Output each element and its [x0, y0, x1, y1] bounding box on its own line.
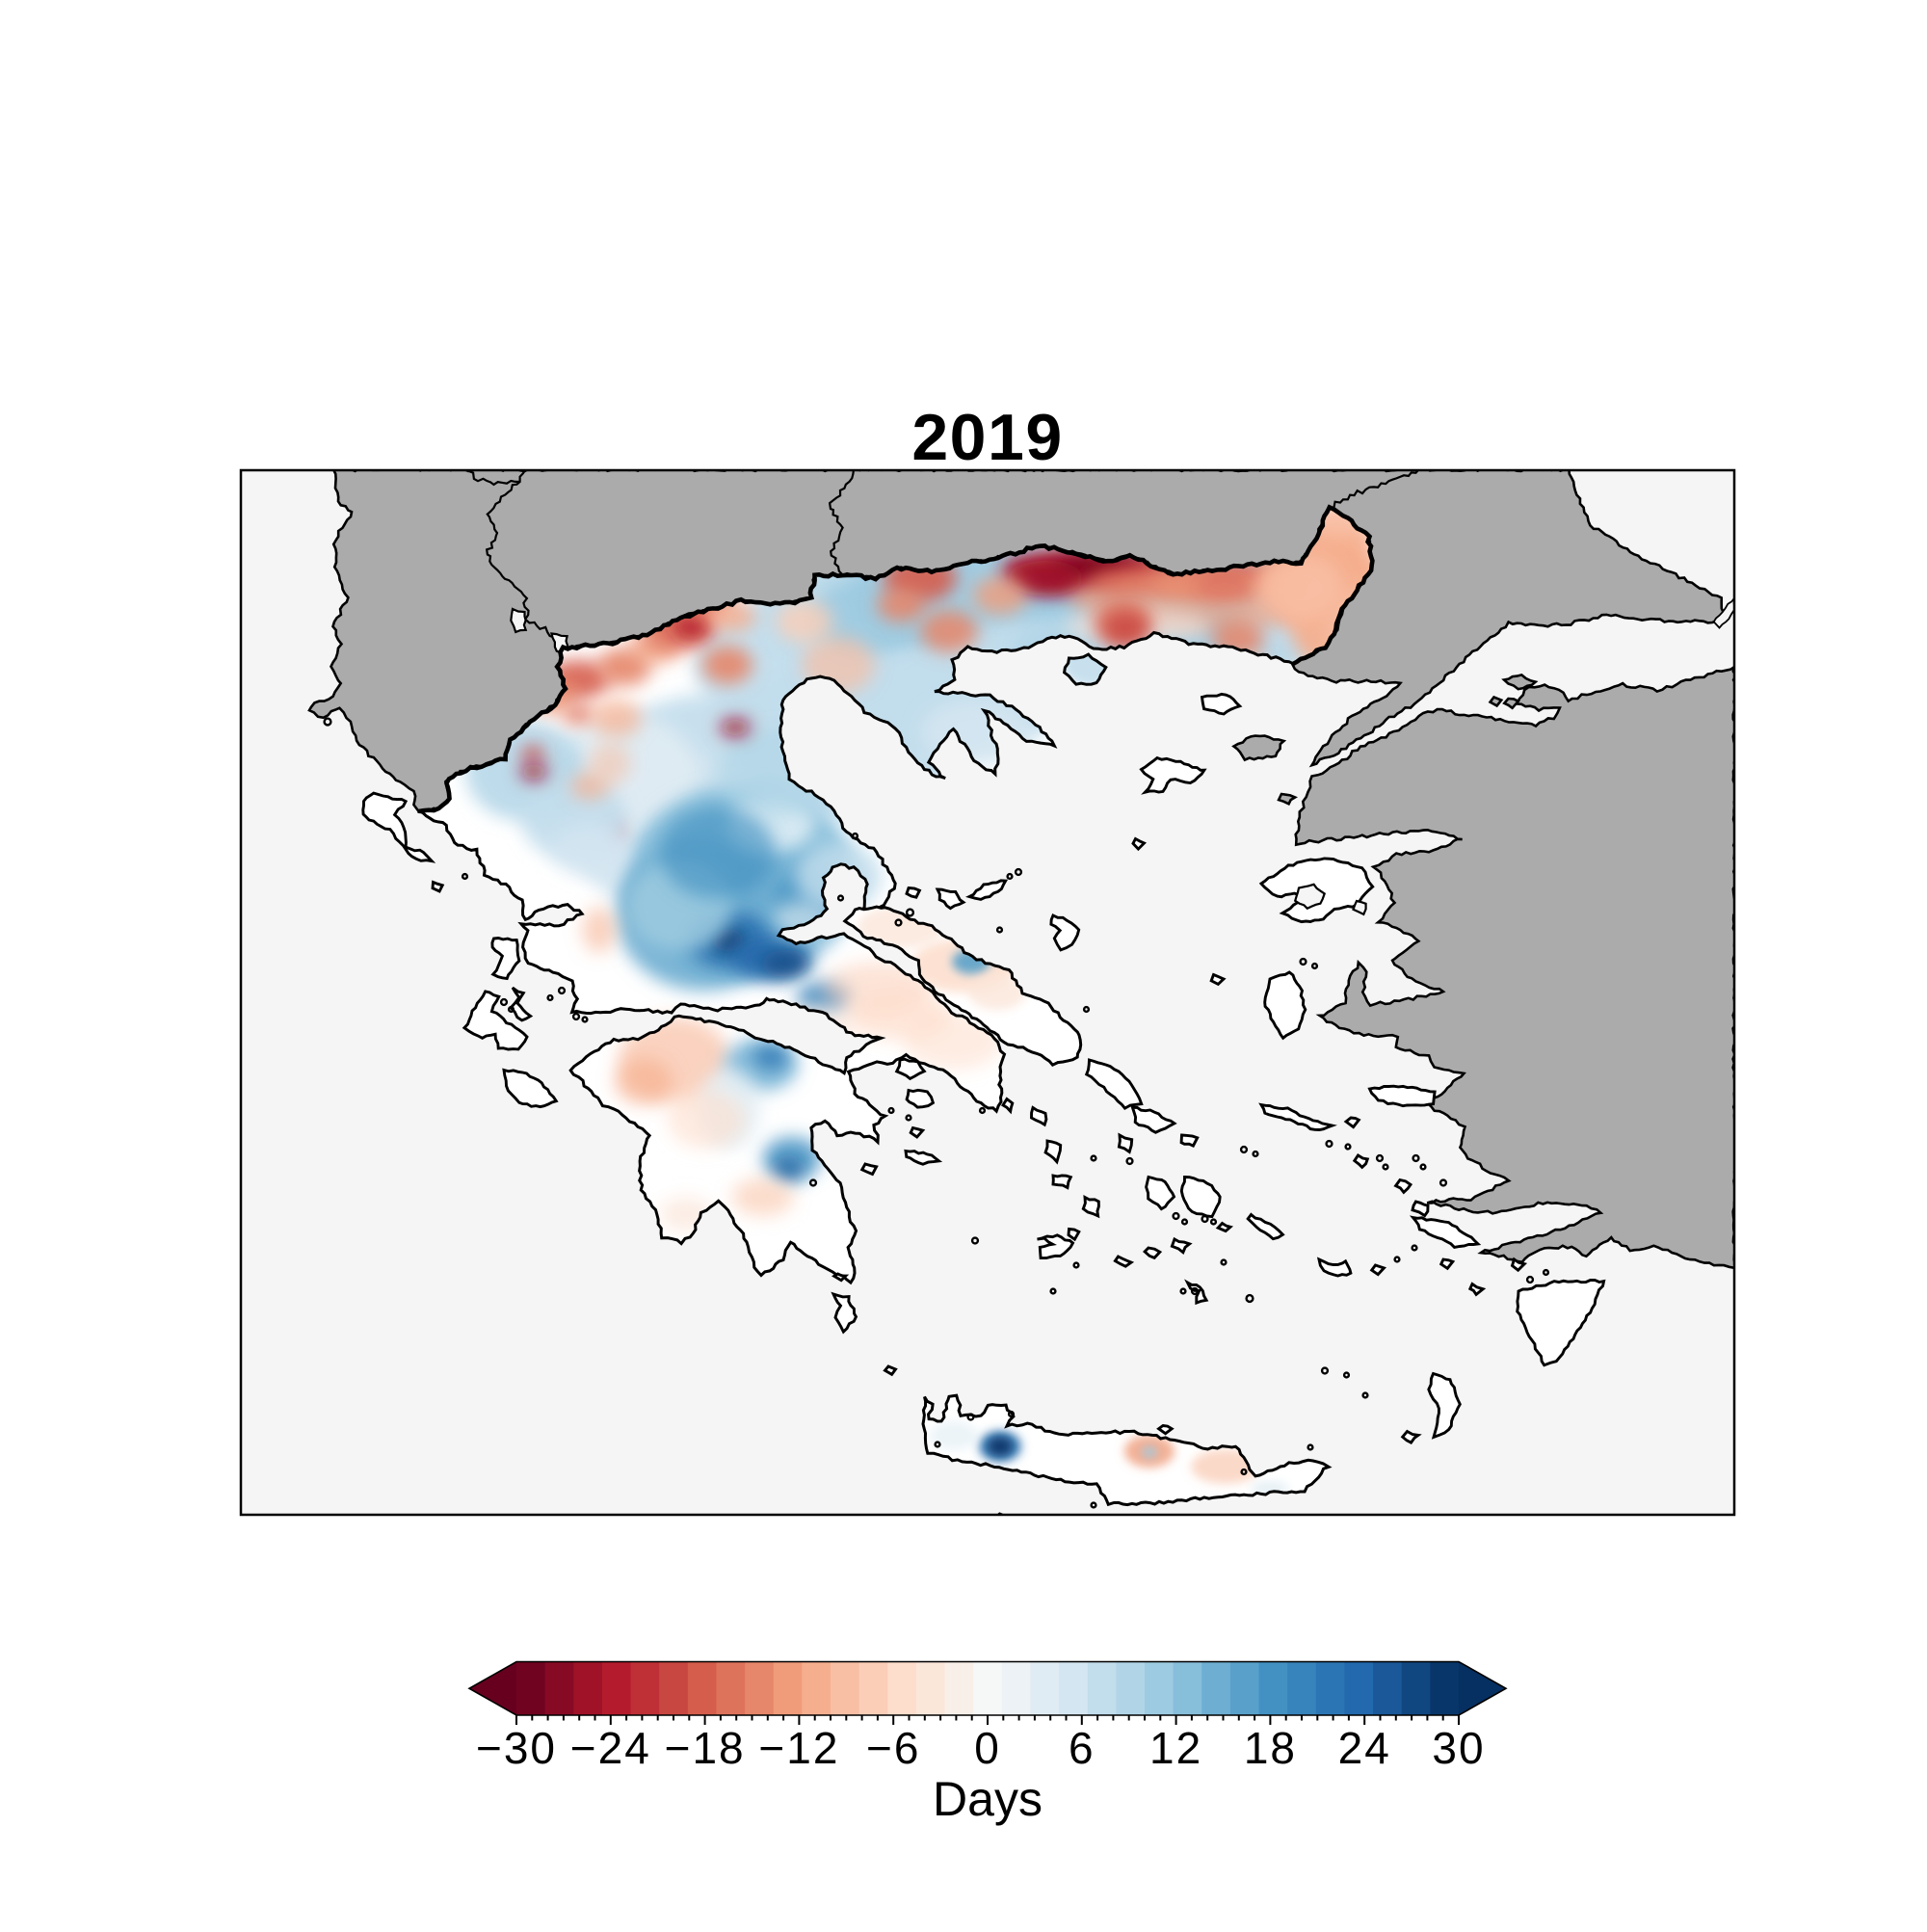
- svg-text:30: 30: [1432, 1723, 1485, 1773]
- svg-text:6: 6: [1069, 1723, 1095, 1773]
- svg-text:24: 24: [1338, 1723, 1391, 1773]
- svg-text:0: 0: [974, 1723, 1001, 1773]
- svg-text:−12: −12: [758, 1723, 839, 1773]
- svg-text:−6: −6: [866, 1723, 920, 1773]
- svg-text:18: 18: [1244, 1723, 1297, 1773]
- svg-text:Days: Days: [933, 1772, 1043, 1826]
- svg-text:−30: −30: [476, 1723, 557, 1773]
- svg-text:2019: 2019: [911, 401, 1063, 474]
- svg-text:12: 12: [1149, 1723, 1202, 1773]
- svg-text:−24: −24: [570, 1723, 651, 1773]
- svg-text:−18: −18: [665, 1723, 746, 1773]
